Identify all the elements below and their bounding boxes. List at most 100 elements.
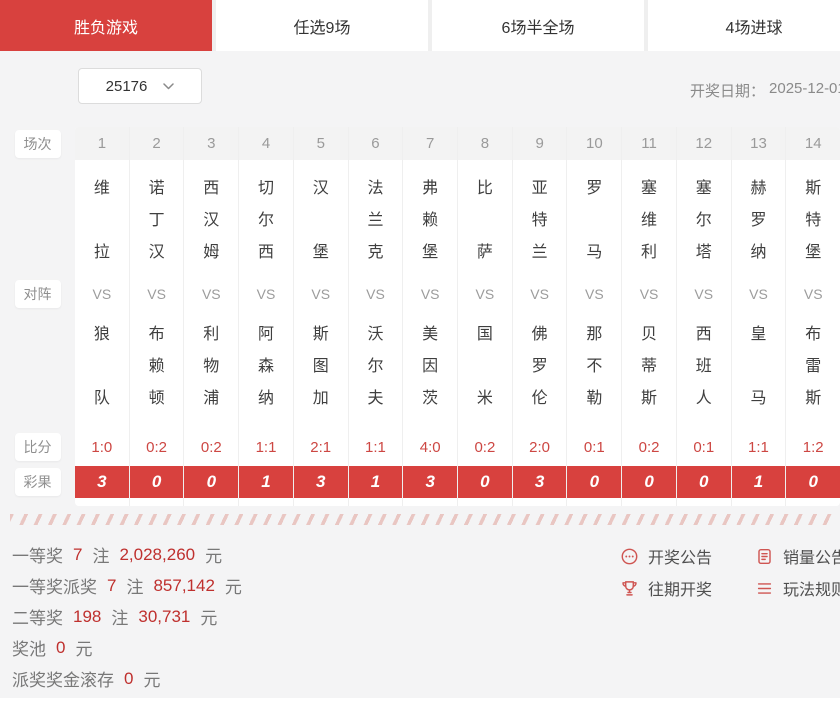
match-number: 11 bbox=[622, 127, 676, 160]
match-number: 13 bbox=[731, 127, 786, 160]
link-label: 玩法规则 bbox=[783, 582, 840, 599]
match-result: 0 bbox=[622, 466, 676, 498]
match-number: 5 bbox=[293, 127, 348, 160]
link-draw-announcement[interactable]: 开奖公告 bbox=[620, 545, 712, 567]
row-label-score: 比分 bbox=[14, 433, 61, 461]
match-score: 2:0 bbox=[529, 438, 551, 456]
tab-6-half-full[interactable]: 6场半全场 bbox=[432, 0, 644, 51]
match-number: 9 bbox=[512, 127, 567, 160]
match-score: 1:2 bbox=[802, 438, 824, 456]
tab-any-9-matches[interactable]: 任选9场 bbox=[216, 0, 428, 51]
column-footer bbox=[75, 498, 129, 506]
link-game-rules[interactable]: 玩法规则 bbox=[755, 577, 840, 599]
link-past-draws[interactable]: 往期开奖 bbox=[620, 577, 712, 599]
period-select[interactable]: 25176 bbox=[78, 68, 202, 104]
home-team: 维拉 bbox=[93, 180, 110, 261]
row-labels: 场次 对阵 比分 彩果 bbox=[0, 127, 75, 506]
column-footer bbox=[786, 498, 840, 506]
home-team: 西汉姆 bbox=[203, 180, 220, 261]
prize-count-unit: 注 bbox=[111, 609, 129, 628]
match-score: 1:1 bbox=[255, 438, 277, 456]
link-column-right: 销量公告 玩法规则 bbox=[755, 545, 840, 599]
away-team: 贝蒂斯 bbox=[641, 326, 658, 407]
match-result: 1 bbox=[731, 466, 786, 498]
home-team: 法兰克 bbox=[367, 180, 384, 261]
vs-label: VS bbox=[530, 286, 549, 302]
home-team: 塞尔塔 bbox=[695, 180, 712, 261]
match-number: 2 bbox=[129, 127, 184, 160]
tab-label: 胜负游戏 bbox=[73, 19, 138, 37]
draw-date-label: 开奖日期： bbox=[690, 83, 766, 100]
quick-links: 开奖公告 往期开奖 bbox=[620, 545, 840, 599]
match-number: 10 bbox=[567, 127, 622, 160]
prize-label: 一等奖派奖 bbox=[12, 578, 97, 597]
away-team: 布雷斯 bbox=[805, 326, 822, 407]
prize-amount: 857,142 bbox=[153, 575, 215, 595]
bottom-section: 一等奖 7 注 2,028,260 元 一等奖派奖 7 注 857,142 元 bbox=[0, 539, 840, 694]
column-footer bbox=[512, 498, 567, 506]
home-team: 弗赖堡 bbox=[422, 180, 439, 261]
vs-label: VS bbox=[749, 286, 768, 302]
prize-currency: 元 bbox=[200, 609, 218, 628]
match-column: 14 斯特堡 VS 布雷斯 1:2 0 bbox=[786, 127, 840, 506]
prize-label: 奖池 bbox=[12, 640, 46, 659]
match-result: 0 bbox=[184, 466, 239, 498]
match-score: 0:2 bbox=[638, 438, 660, 456]
vs-label: VS bbox=[201, 286, 221, 302]
match-score: 0:2 bbox=[200, 438, 222, 456]
prize-currency: 元 bbox=[143, 671, 161, 690]
vs-label: VS bbox=[92, 286, 112, 302]
match-column: 5 汉堡 VS 斯图加 2:1 3 bbox=[293, 127, 349, 506]
match-number: 12 bbox=[676, 127, 731, 160]
prize-amount: 30,731 bbox=[138, 606, 191, 626]
vs-label: VS bbox=[420, 286, 440, 302]
row-label-match: 场次 bbox=[14, 129, 61, 158]
away-team: 西班人 bbox=[695, 326, 712, 407]
prize-row: 一等奖派奖 7 注 857,142 元 bbox=[12, 570, 840, 601]
away-team: 利物浦 bbox=[203, 326, 220, 407]
home-team: 罗马 bbox=[586, 180, 603, 261]
match-score: 1:1 bbox=[365, 438, 386, 456]
tab-label: 6场半全场 bbox=[501, 19, 575, 37]
tab-4-goals[interactable]: 4场进球 bbox=[648, 0, 840, 51]
match-result: 0 bbox=[458, 466, 512, 498]
prize-label: 二等奖 bbox=[12, 609, 63, 628]
prize-amount: 2,028,260 bbox=[119, 544, 196, 564]
away-team: 美因茨 bbox=[422, 326, 439, 407]
vs-label: VS bbox=[475, 286, 495, 302]
column-footer bbox=[348, 498, 403, 506]
match-result: 0 bbox=[676, 466, 731, 498]
home-team: 比萨 bbox=[476, 180, 493, 261]
column-footer bbox=[622, 498, 676, 506]
match-score: 0:1 bbox=[583, 438, 605, 456]
match-result: 3 bbox=[75, 466, 129, 498]
prize-count: 198 bbox=[73, 606, 102, 626]
match-column: 1 维拉 VS 狼队 1:0 3 bbox=[75, 127, 130, 506]
prize-row: 奖池 0 元 bbox=[12, 632, 840, 663]
prize-label: 派奖奖金滚存 bbox=[12, 671, 114, 690]
away-team: 阿森纳 bbox=[258, 326, 275, 407]
vs-label: VS bbox=[584, 286, 604, 302]
prize-amount: 0 bbox=[124, 668, 134, 688]
game-tabbar: 胜负游戏 任选9场 6场半全场 4场进球 bbox=[0, 0, 840, 51]
link-sales-announcement[interactable]: 销量公告 bbox=[755, 545, 840, 567]
tab-win-loss-game[interactable]: 胜负游戏 bbox=[0, 0, 212, 51]
match-number: 8 bbox=[458, 127, 512, 160]
match-number: 7 bbox=[403, 127, 458, 160]
match-score: 0:2 bbox=[146, 438, 167, 456]
prize-currency: 元 bbox=[205, 547, 223, 566]
match-number: 1 bbox=[75, 127, 129, 160]
link-label: 销量公告 bbox=[783, 550, 840, 567]
home-team: 汉堡 bbox=[312, 180, 329, 261]
match-result: 3 bbox=[512, 466, 567, 498]
hatch-divider bbox=[10, 514, 834, 525]
prize-currency: 元 bbox=[75, 640, 93, 659]
chevron-down-icon bbox=[163, 82, 175, 89]
match-result: 3 bbox=[403, 466, 458, 498]
row-label-result: 彩果 bbox=[14, 468, 61, 496]
period-select-value: 25176 bbox=[105, 77, 148, 95]
match-column: 7 弗赖堡 VS 美因茨 4:0 3 bbox=[403, 127, 459, 506]
match-column: 4 切尔西 VS 阿森纳 1:1 1 bbox=[239, 127, 294, 506]
home-team: 切尔西 bbox=[258, 180, 275, 261]
prize-row: 派奖奖金滚存 0 元 bbox=[12, 663, 840, 694]
